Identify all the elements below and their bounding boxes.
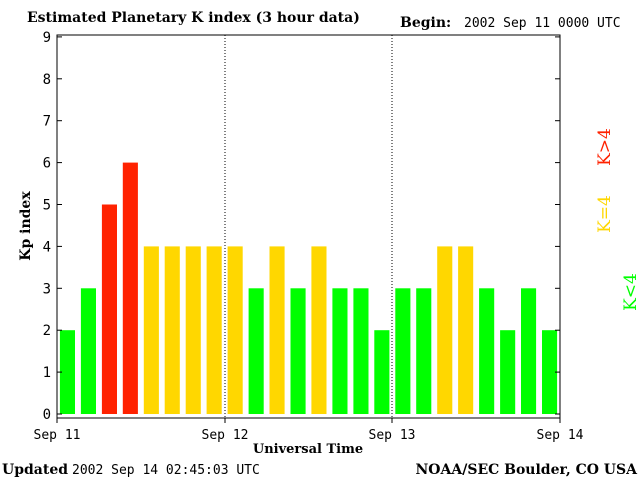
y-tick-label: 4 (43, 239, 51, 255)
kp-bar (416, 288, 432, 414)
kp-bar (122, 162, 138, 414)
chart-title: Estimated Planetary K index (3 hour data… (27, 10, 360, 26)
x-tick-label: Sep 14 (537, 428, 584, 443)
kp-bar (521, 288, 537, 414)
y-tick-label: 7 (43, 114, 51, 130)
kp-bar (164, 246, 180, 414)
y-tick-label: 8 (43, 72, 51, 88)
kp-bar (269, 246, 285, 414)
y-tick-label: 2 (43, 323, 51, 339)
kp-bar (185, 246, 201, 414)
kp-bar (479, 288, 495, 414)
kp-bar (290, 288, 306, 414)
x-tick-label: Sep 12 (202, 428, 249, 443)
kp-bar (227, 246, 243, 414)
y-axis-label: Kp index (18, 191, 34, 261)
kp-bar (80, 288, 96, 414)
y-tick-label: 3 (43, 281, 51, 297)
x-tick-label: Sep 11 (34, 428, 81, 443)
plot-area (56, 34, 561, 419)
legend-mid: K=4 (595, 195, 615, 233)
kp-bar (374, 330, 390, 414)
y-tick-label: 6 (43, 156, 51, 172)
begin-label: Begin: (400, 15, 451, 31)
kp-bar (311, 246, 327, 414)
legend-low: K<4 (621, 273, 640, 311)
kp-bar (143, 246, 159, 414)
y-tick-label: 9 (43, 30, 51, 46)
kp-bar (437, 246, 453, 414)
kp-bar (458, 246, 474, 414)
x-tick-label: Sep 13 (369, 428, 416, 443)
x-axis: Sep 11 Sep 12 Sep 13 Sep 14 (34, 418, 584, 443)
kp-bar (332, 288, 348, 414)
kp-bar (59, 330, 75, 414)
kp-bar (542, 330, 558, 414)
y-tick-label: 1 (43, 365, 51, 381)
y-tick-label: 5 (43, 198, 51, 214)
kp-bar (206, 246, 222, 414)
x-axis-label: Universal Time (253, 442, 363, 457)
kp-bar (395, 288, 411, 414)
kp-bar (500, 330, 516, 414)
kp-bar (248, 288, 264, 414)
kp-bar (101, 204, 117, 414)
source-credit: NOAA/SEC Boulder, CO USA (416, 462, 639, 478)
updated-label: Updated (2, 462, 68, 478)
bars-group (59, 162, 558, 414)
legend-high: K>4 (595, 128, 615, 166)
kp-bar (353, 288, 369, 414)
y-tick-label: 0 (43, 407, 51, 423)
y-axis: 0 1 2 3 4 5 6 7 8 9 (43, 30, 560, 423)
updated-value: 2002 Sep 14 02:45:03 UTC (72, 463, 260, 478)
begin-value: 2002 Sep 11 0000 UTC (464, 16, 621, 31)
